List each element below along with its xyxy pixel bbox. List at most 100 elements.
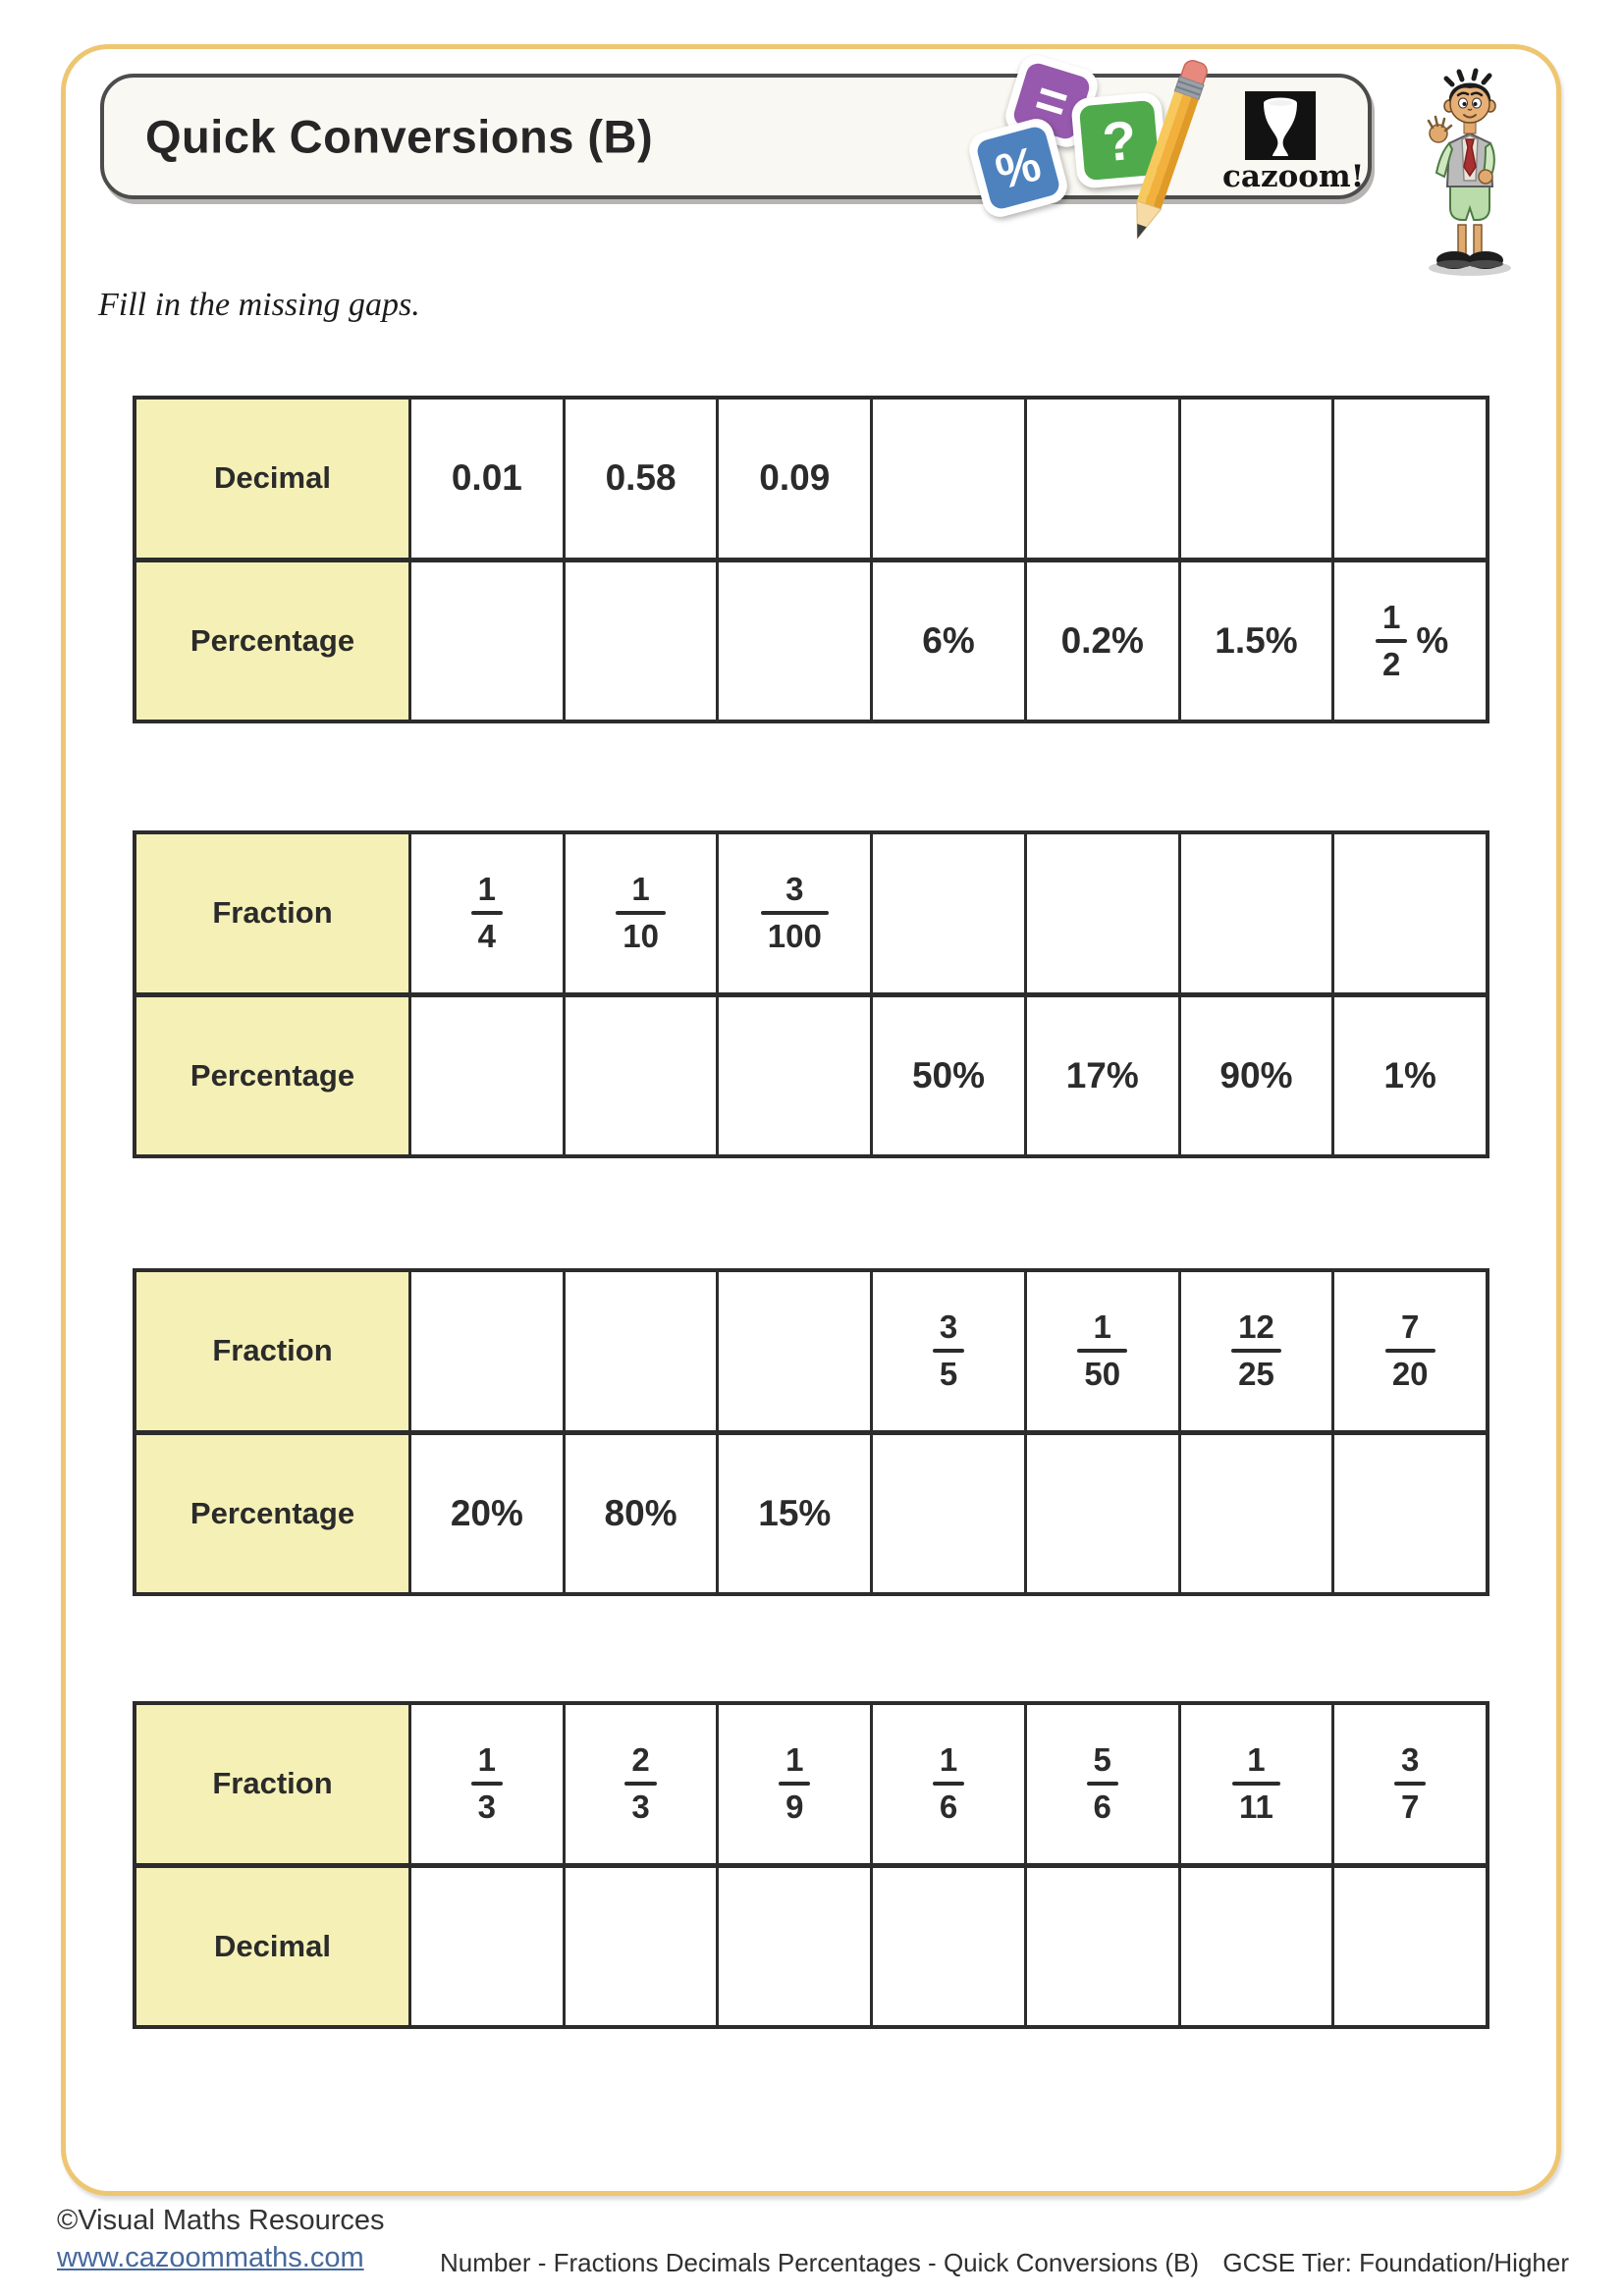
empty-answer-cell: [1331, 400, 1486, 558]
empty-answer-cell: [716, 1272, 870, 1430]
empty-answer-cell: [1177, 1867, 1332, 2025]
fraction-denominator: 50: [1084, 1356, 1121, 1393]
table-row: Fraction 1 4 1 10 3 100: [136, 834, 1486, 992]
empty-answer-cell: [1177, 400, 1332, 558]
conversion-table-fraction-percentage-2: Fraction 3 5 1 50 12 25 7 20 Percentage 20% 80% 15%: [133, 1268, 1489, 1596]
cazoom-drum-icon: [1245, 91, 1316, 160]
empty-answer-cell: [1331, 1867, 1486, 2025]
fraction-numerator: 3: [939, 1308, 958, 1346]
table-row: Percentage 50% 17% 90% 1%: [136, 991, 1486, 1154]
fraction-numerator: 1: [477, 871, 497, 908]
value-cell: 6%: [870, 561, 1024, 720]
page-title: Quick Conversions (B): [145, 110, 654, 163]
cell-value: 1.5%: [1215, 619, 1298, 661]
empty-answer-cell: [1177, 834, 1332, 992]
cell-value: 1%: [1383, 1054, 1436, 1095]
table-row: Percentage 20% 80% 15%: [136, 1429, 1486, 1592]
cell-value: 0.2%: [1060, 619, 1144, 661]
title-bar: Quick Conversions (B): [100, 74, 1372, 199]
fraction-denominator: 3: [631, 1789, 650, 1826]
conversion-table-decimal-percentage: Decimal 0.01 0.58 0.09 Percentage 6% 0.2% 1.5% 1…: [133, 396, 1489, 723]
fraction-denominator: 100: [767, 918, 822, 955]
cell-value: 20%: [450, 1492, 523, 1533]
row-header-label: Percentage: [136, 996, 408, 1154]
fraction-bar: [1232, 1782, 1280, 1787]
fraction-denominator: 6: [939, 1789, 958, 1826]
empty-answer-cell: [870, 400, 1024, 558]
fraction-denominator: 5: [939, 1356, 958, 1393]
cell-value: 90%: [1219, 1054, 1293, 1095]
fraction-numerator: 7: [1400, 1308, 1420, 1346]
cell-value: 0.09: [759, 457, 831, 499]
fraction-denominator: 10: [623, 918, 659, 955]
empty-answer-cell: [408, 1867, 563, 2025]
empty-answer-cell: [1331, 1434, 1486, 1592]
cazoom-logo-text: cazoom!: [1222, 159, 1365, 194]
worksheet-category-text: Number - Fractions Decimals Percentages …: [440, 2248, 1200, 2277]
value-cell: 0.58: [562, 400, 717, 558]
copyright-text: ©Visual Maths Resources: [57, 2205, 385, 2236]
value-cell: 90%: [1177, 996, 1332, 1154]
table-row: Fraction 1 3 2 3 1 9 1 6 5 6 1 11 3 7: [136, 1705, 1486, 1863]
fraction-bar: [932, 1349, 965, 1354]
empty-answer-cell: [1023, 834, 1178, 992]
cell-value: 0.58: [605, 457, 677, 499]
empty-answer-cell: [562, 996, 717, 1154]
fraction-bar: [470, 911, 504, 916]
empty-answer-cell: [1177, 1434, 1332, 1592]
cazoom-logo: cazoom!: [1222, 91, 1365, 194]
fraction-numerator: 1: [1093, 1308, 1111, 1346]
row-header-label: Percentage: [136, 1434, 408, 1592]
pencil-icon: [1118, 54, 1217, 248]
fraction-denominator: 4: [477, 918, 497, 955]
empty-answer-cell: [408, 1272, 563, 1430]
fraction-value: 3 100: [757, 871, 833, 955]
gcse-tier-text: GCSE Tier: Foundation/Higher: [1222, 2248, 1569, 2277]
cell-value: 6%: [922, 619, 975, 661]
empty-answer-cell: [562, 1272, 717, 1430]
fraction-numerator: 3: [785, 871, 804, 908]
empty-answer-cell: [1023, 1867, 1178, 2025]
fraction-bar: [624, 1782, 657, 1787]
value-cell: 7 20: [1331, 1272, 1486, 1430]
value-cell: 80%: [562, 1434, 717, 1592]
fraction-bar: [470, 1782, 504, 1787]
fraction-denominator: 25: [1238, 1356, 1274, 1393]
value-cell: 1 10: [562, 834, 717, 992]
cell-value: 80%: [604, 1492, 677, 1533]
cell-value: 17%: [1065, 1054, 1139, 1095]
fraction-value: 1 11: [1228, 1741, 1284, 1826]
fraction-bar: [1077, 1349, 1128, 1354]
fraction-bar: [932, 1782, 965, 1787]
fraction-bar: [1393, 1782, 1427, 1787]
row-header-label: Percentage: [136, 561, 408, 720]
value-cell: 1.5%: [1177, 561, 1332, 720]
empty-answer-cell: [408, 561, 563, 720]
fraction-value: 7 20: [1381, 1308, 1439, 1393]
cell-value: 0.01: [451, 457, 522, 499]
value-cell: 50%: [870, 996, 1024, 1154]
fraction-value: 12 25: [1227, 1308, 1285, 1393]
fraction-numerator: 12: [1238, 1308, 1274, 1346]
table-row: Decimal: [136, 1862, 1486, 2025]
row-header-label: Fraction: [136, 1272, 408, 1430]
empty-answer-cell: [562, 561, 717, 720]
fraction-numerator: 3: [1400, 1741, 1420, 1779]
empty-answer-cell: [870, 834, 1024, 992]
website-link[interactable]: www.cazoommaths.com: [57, 2242, 364, 2273]
percent-suffix: %: [1416, 619, 1449, 661]
table-row: Fraction 3 5 1 50 12 25 7 20: [136, 1272, 1486, 1430]
row-header-label: Decimal: [136, 400, 408, 558]
fraction-value: 1 10: [612, 871, 670, 955]
